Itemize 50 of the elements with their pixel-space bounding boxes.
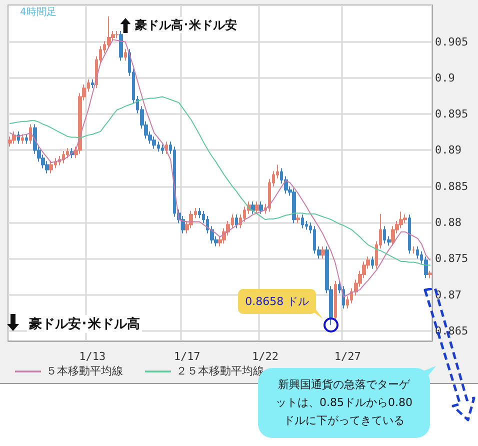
candlestick: [255, 201, 259, 214]
candlestick: [124, 48, 127, 62]
candlestick: [21, 134, 24, 144]
candlestick: [371, 256, 374, 270]
x-tick-label: 1/27: [334, 350, 361, 363]
candlestick: [251, 201, 255, 214]
y-tick-label: 0.895: [435, 108, 468, 121]
y-tick-label: 0.9: [435, 71, 455, 84]
candlestick: [210, 226, 214, 244]
candlestick: [301, 214, 304, 229]
x-tick-label: 1/17: [174, 350, 200, 363]
text: 新興国通貨の急落でターゲットは、0.85ドルから0.80ドルに下がってきている: [276, 378, 412, 427]
candlestick: [235, 214, 238, 229]
candlestick: [66, 148, 69, 159]
candlestick: [296, 214, 300, 224]
y-tick-label: 0.88: [435, 216, 462, 229]
candlestick: [91, 78, 94, 89]
candlestick: [334, 280, 337, 322]
candlestick: [49, 160, 53, 174]
line-series: [10, 39, 430, 298]
candlestick: [206, 215, 209, 234]
candlestick: [412, 246, 415, 254]
candlestick: [424, 256, 428, 279]
x-tick-label: 1/13: [79, 350, 106, 363]
annotation: 豪ドル安･米ドル高: [27, 315, 142, 333]
candlestick: [165, 141, 168, 154]
x-tick-label: 1/22: [252, 350, 279, 363]
candlestick: [62, 150, 65, 164]
annotation: 4時間足: [20, 6, 56, 19]
candlestick: [408, 214, 411, 254]
annotation: 豪ドル高･米ドル安: [133, 17, 239, 33]
y-tick-label: 0.865: [435, 324, 468, 338]
y-tick-label: 0.875: [435, 252, 468, 266]
y-tick-label: 0.89: [435, 144, 462, 157]
candlestick: [25, 134, 28, 144]
candlestick: [198, 208, 201, 219]
legend-label: ５本移動平均線: [46, 364, 123, 378]
y-tick-label: 0.905: [435, 35, 468, 48]
candlestick: [416, 246, 419, 260]
candlestick: [321, 246, 325, 260]
candlestick: [12, 130, 16, 144]
candlestick: [259, 201, 263, 214]
y-tick-label: 0.885: [435, 180, 468, 193]
candlestick: [161, 144, 164, 154]
line-series: [10, 96, 430, 266]
annotation: 0.8658 ドル: [238, 289, 316, 314]
candlestick: [119, 30, 123, 62]
candlestick: [115, 30, 119, 39]
candlestick: [428, 270, 432, 279]
candlestick: [292, 188, 296, 224]
